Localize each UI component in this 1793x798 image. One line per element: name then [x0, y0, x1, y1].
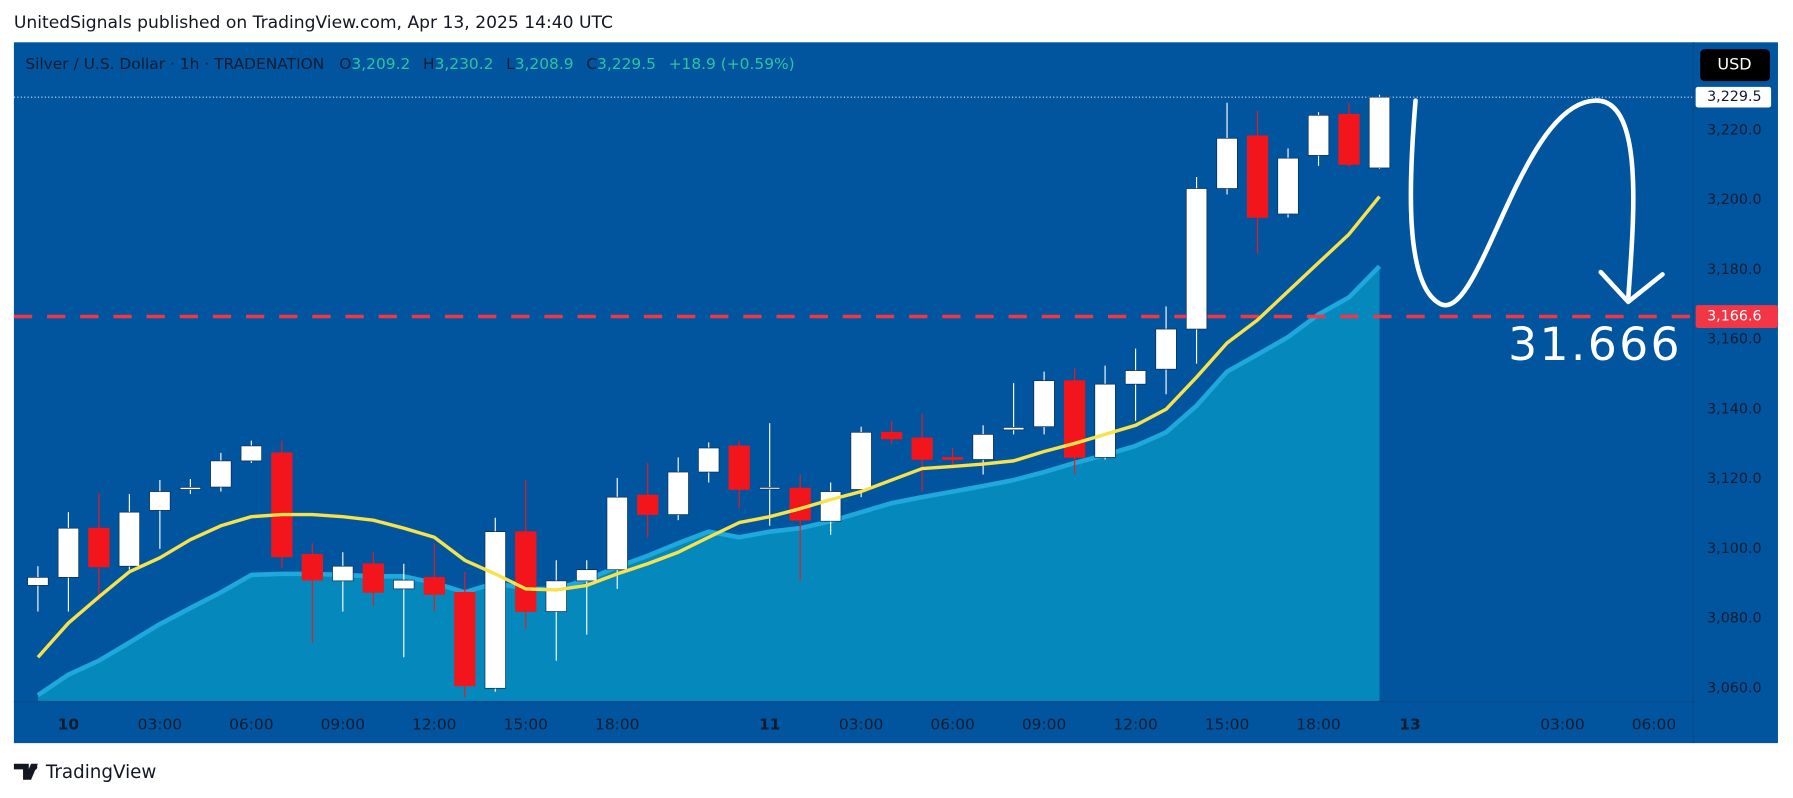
y-tick-label: 3,080.0 — [1707, 611, 1762, 627]
candle-body — [1246, 135, 1269, 218]
candle-body — [484, 531, 506, 689]
y-tick-label: 3,220.0 — [1707, 122, 1762, 138]
plot-area: 3,060.0 3,080.0 3,100.0 3,120.0 3,140.0 3,160… — [13, 94, 1778, 733]
drawn-arrow — [1408, 98, 1636, 308]
x-tick-label: 03:00 — [138, 715, 182, 733]
candle-body — [149, 491, 171, 511]
candle-body — [179, 487, 201, 490]
low-value: 3,208.9 — [515, 55, 574, 73]
level-tag — [1695, 305, 1778, 328]
currency-badge[interactable] — [1700, 49, 1770, 82]
candle-body — [118, 511, 141, 567]
candle-body — [911, 437, 933, 460]
candle-body — [1063, 380, 1086, 458]
open-label: O — [339, 55, 351, 73]
candle-body — [362, 563, 384, 593]
area-edge — [36, 264, 1382, 698]
x-tick-label: 10 — [58, 715, 79, 733]
brand: TradingView — [45, 762, 157, 783]
candle-body — [1185, 188, 1208, 330]
candle-body — [88, 527, 110, 568]
y-tick-label: 3,100.0 — [1707, 541, 1762, 557]
logo-dot — [31, 764, 38, 770]
candle-body — [637, 494, 659, 515]
y-tick-label: 3,120.0 — [1707, 471, 1762, 487]
last-price-tag — [1695, 86, 1772, 108]
candle-body — [423, 577, 445, 595]
x-tick-label: 15:00 — [504, 715, 548, 733]
candle-body — [27, 577, 49, 586]
candle-body — [240, 445, 262, 462]
candle-body — [1307, 114, 1330, 156]
candle-body — [1368, 96, 1391, 169]
y-tick-label: 3,060.0 — [1707, 680, 1762, 696]
candle-body — [972, 434, 994, 460]
x-tick-label: 09:00 — [1022, 715, 1066, 733]
candle-body — [698, 447, 720, 473]
candle-body — [942, 457, 964, 460]
candle-body — [1124, 370, 1147, 385]
x-tick-label: 18:00 — [1296, 715, 1340, 733]
low-label: L — [506, 55, 515, 73]
brand-logo — [13, 763, 38, 780]
x-tick-label: 06:00 — [930, 715, 974, 733]
x-tick-label: 09:00 — [321, 715, 365, 733]
publisher-line: UnitedSignals published on TradingView.c… — [14, 13, 613, 33]
candle-body — [515, 531, 537, 612]
y-tick-label: 3,200.0 — [1707, 192, 1762, 208]
candle-body — [210, 460, 232, 488]
x-tick-label: 18:00 — [595, 715, 639, 733]
candle-body — [759, 487, 781, 490]
candle-body — [850, 431, 872, 490]
candle-body — [1094, 383, 1116, 458]
y-tick-label: 3,160.0 — [1707, 332, 1762, 348]
candle-body — [57, 527, 80, 578]
candle-body — [1277, 157, 1299, 215]
y-tick-label: 3,140.0 — [1707, 401, 1762, 417]
annotation: 31.666 — [1508, 318, 1682, 371]
line — [36, 195, 1381, 659]
x-tick-label: 06:00 — [229, 715, 273, 733]
candle-body — [728, 445, 750, 490]
drawn-arrow-head — [1598, 269, 1665, 305]
candle-body — [271, 452, 293, 558]
x-tick-label: 15:00 — [1205, 715, 1249, 733]
x-tick-label: 03:00 — [839, 715, 883, 733]
candle-body — [545, 580, 567, 612]
candle-body — [576, 569, 598, 582]
x-tick-label: 11 — [759, 715, 780, 733]
candle-body — [393, 579, 415, 590]
candle-body — [1155, 328, 1177, 370]
candle-body — [881, 431, 903, 440]
last-price-label: 3,229.5 — [1707, 89, 1762, 105]
close-value: 3,229.5 — [597, 55, 656, 73]
x-tick-label: 03:00 — [1540, 715, 1584, 733]
level-label: 3,166.6 — [1707, 309, 1762, 325]
high-value: 3,230.2 — [435, 55, 494, 73]
candle-body — [301, 554, 323, 581]
close-label: C — [586, 55, 597, 73]
candle-body — [1338, 113, 1360, 165]
open-value: 3,209.2 — [351, 55, 410, 73]
candle-body — [667, 471, 689, 515]
symbol: Silver / U.S. Dollar · 1h · TRADENATION — [25, 55, 324, 73]
candle-body — [1002, 427, 1025, 431]
candle-body — [789, 487, 811, 521]
candle-body — [1216, 137, 1238, 189]
candle-body — [1033, 380, 1055, 428]
header-line: Silver / U.S. Dollar · 1h · TRADENATION … — [25, 53, 794, 74]
x-tick-label: 12:00 — [1113, 715, 1157, 733]
x-tick-label: 13 — [1399, 715, 1420, 733]
high-label: H — [423, 55, 435, 73]
candle-body — [332, 565, 354, 582]
candle-body — [454, 592, 476, 687]
x-tick-label: 06:00 — [1632, 715, 1676, 733]
x-tick-label: 12:00 — [412, 715, 456, 733]
change: +18.9 (+0.59%) — [669, 55, 795, 73]
y-tick-label: 3,180.0 — [1707, 262, 1762, 278]
candle-body — [606, 496, 628, 571]
currency: USD — [1717, 55, 1751, 74]
